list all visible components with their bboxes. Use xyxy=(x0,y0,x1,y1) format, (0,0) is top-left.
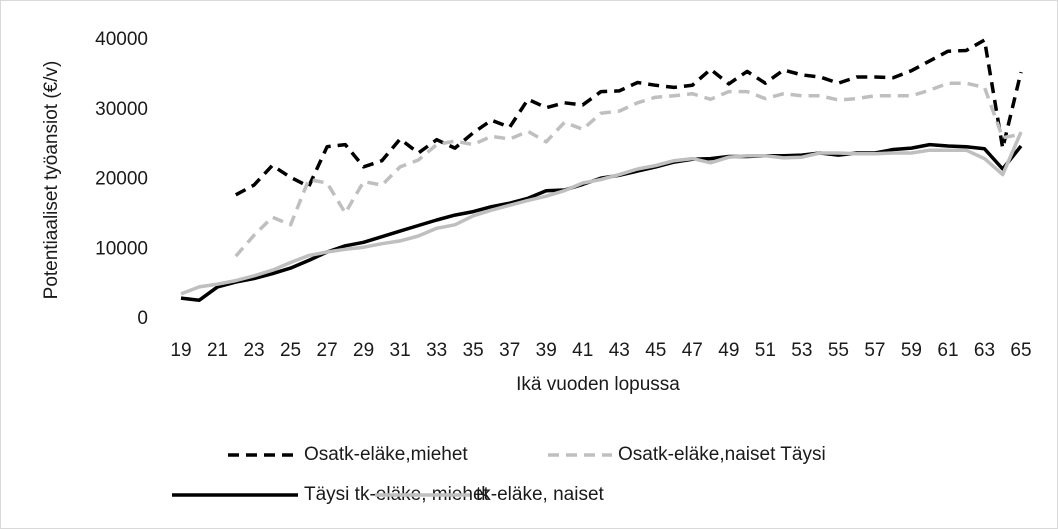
x-tick-label: 59 xyxy=(901,340,922,361)
x-tick-label: 53 xyxy=(791,340,812,361)
x-tick-label: 61 xyxy=(937,340,958,361)
x-tick-label: 47 xyxy=(682,340,703,361)
x-tick-label: 19 xyxy=(170,340,191,361)
x-tick-label: 29 xyxy=(353,340,374,361)
x-tick-label: 49 xyxy=(718,340,739,361)
x-tick-label: 25 xyxy=(280,340,301,361)
x-tick-label: 51 xyxy=(755,340,776,361)
x-axis-label: Ikä vuoden lopussa xyxy=(516,374,680,395)
x-tick-label: 55 xyxy=(828,340,849,361)
x-tick-label: 65 xyxy=(1010,340,1031,361)
series-line xyxy=(234,38,1023,197)
legend-label: tk-eläke, naiset xyxy=(476,484,605,505)
y-axis-label: Potentiaaliset työansiot (€/v) xyxy=(41,61,62,300)
x-tick-label: 63 xyxy=(974,340,995,361)
x-tick-label: 39 xyxy=(536,340,557,361)
x-tick-label: 23 xyxy=(243,340,264,361)
y-tick-label: 40000 xyxy=(95,29,148,50)
y-tick-label: 0 xyxy=(137,308,148,329)
x-tick-label: 31 xyxy=(390,340,411,361)
x-tick-label: 41 xyxy=(572,340,593,361)
x-tick-label: 33 xyxy=(426,340,447,361)
y-tick-label: 30000 xyxy=(95,99,148,120)
legend-label: Osatk-eläke,miehet xyxy=(304,444,468,465)
legend-label: Osatk-eläke,naiset Täysi xyxy=(618,444,826,465)
x-tick-label: 21 xyxy=(207,340,228,361)
x-tick-label: 37 xyxy=(499,340,520,361)
x-tick-label: 45 xyxy=(645,340,666,361)
x-tick-label: 43 xyxy=(609,340,630,361)
x-tick-label: 57 xyxy=(864,340,885,361)
x-tick-label: 27 xyxy=(317,340,338,361)
x-tick-label: 35 xyxy=(463,340,484,361)
y-tick-label: 10000 xyxy=(95,238,148,259)
series-line xyxy=(180,131,1023,296)
y-tick-label: 20000 xyxy=(95,169,148,190)
series-line xyxy=(234,81,1022,258)
